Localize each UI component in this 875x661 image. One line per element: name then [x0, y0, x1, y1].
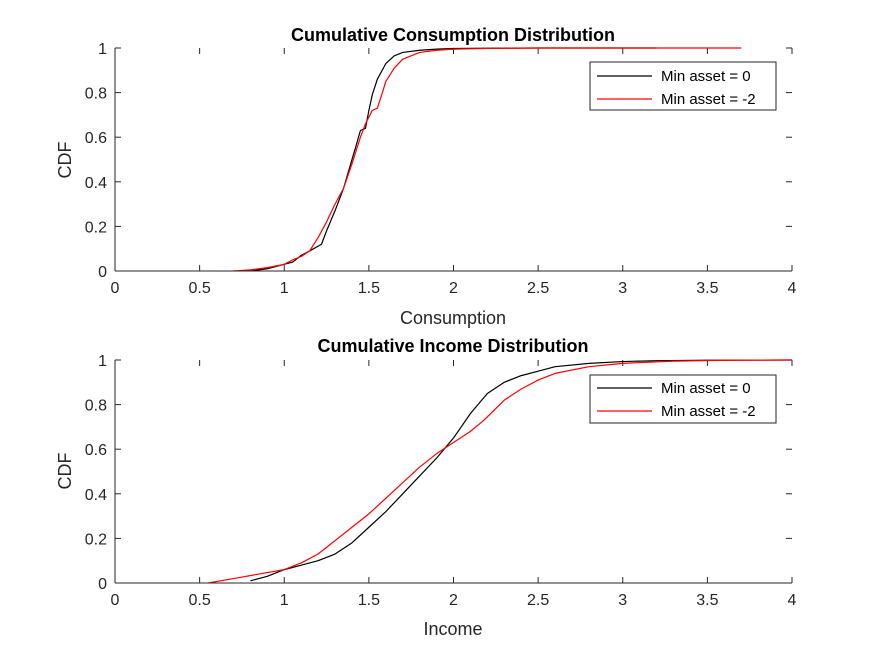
income-y-axis-label: CDF: [55, 453, 75, 490]
consumption-x-ticks: 0 0.5 1 1.5 2 2.5 3 3.5 4: [111, 48, 797, 297]
income-y-tick-label: 0.8: [85, 398, 107, 415]
consumption-x-tick-label: 1.5: [358, 280, 380, 297]
income-x-tick-label: 0: [111, 592, 120, 609]
consumption-x-tick-label: 0: [111, 280, 120, 297]
consumption-y-tick-label: 0: [98, 264, 107, 281]
income-y-tick-label: 1: [98, 353, 107, 370]
income-panel: Cumulative Income Distribution Income CD…: [55, 336, 797, 639]
income-x-tick-label: 4: [788, 592, 797, 609]
income-x-tick-label: 0.5: [189, 592, 211, 609]
consumption-series-line-1: [233, 47, 742, 272]
income-x-tick-label: 1: [280, 592, 289, 609]
income-y-ticks: 0 0.2 0.4 0.6 0.8 1: [85, 353, 792, 593]
consumption-y-axis-label: CDF: [55, 142, 75, 179]
income-x-tick-label: 1.5: [358, 592, 380, 609]
consumption-x-tick-label: 0.5: [189, 280, 211, 297]
income-x-tick-label: 2.5: [527, 592, 549, 609]
consumption-y-tick-label: 0.2: [85, 219, 107, 236]
income-x-axis-label: Income: [423, 619, 482, 639]
consumption-x-tick-label: 4: [788, 280, 797, 297]
income-series-line-1: [207, 359, 793, 584]
income-legend: Min asset = 0 Min asset = -2: [589, 374, 777, 424]
income-x-tick-label: 3.5: [696, 592, 718, 609]
income-series-lines: [207, 359, 793, 584]
consumption-y-tick-label: 0.4: [85, 175, 107, 192]
consumption-y-tick-label: 0.8: [85, 86, 107, 103]
consumption-panel: Cumulative Consumption Distribution Cons…: [55, 25, 797, 328]
consumption-legend-label-0: Min asset = 0: [661, 68, 751, 85]
income-y-tick-label: 0.6: [85, 442, 107, 459]
consumption-x-tick-label: 2.5: [527, 280, 549, 297]
income-legend-label-0: Min asset = 0: [661, 380, 751, 397]
consumption-x-tick-label: 3: [618, 280, 627, 297]
consumption-x-tick-label: 2: [449, 280, 458, 297]
consumption-y-ticks: 0 0.2 0.4 0.6 0.8 1: [85, 41, 792, 281]
income-x-tick-label: 2: [449, 592, 458, 609]
consumption-x-tick-label: 1: [280, 280, 289, 297]
consumption-y-tick-label: 1: [98, 41, 107, 58]
consumption-series-lines: [233, 47, 742, 272]
income-y-tick-label: 0.4: [85, 487, 107, 504]
consumption-chart-title: Cumulative Consumption Distribution: [291, 25, 615, 45]
consumption-legend-label-1: Min asset = -2: [661, 91, 756, 108]
consumption-x-tick-label: 3.5: [696, 280, 718, 297]
income-y-tick-label: 0.2: [85, 531, 107, 548]
income-axes-frame: [114, 360, 792, 584]
income-legend-box: [589, 374, 777, 424]
income-chart-title: Cumulative Income Distribution: [317, 336, 588, 356]
consumption-legend-box: [589, 61, 777, 111]
consumption-legend: Min asset = 0 Min asset = -2: [589, 61, 777, 111]
income-legend-label-1: Min asset = -2: [661, 403, 756, 420]
income-x-ticks: 0 0.5 1 1.5 2 2.5 3 3.5 4: [111, 360, 797, 609]
income-x-tick-label: 3: [618, 592, 627, 609]
income-y-tick-label: 0: [98, 576, 107, 593]
consumption-axes-frame: [114, 48, 792, 272]
consumption-x-axis-label: Consumption: [400, 308, 506, 328]
consumption-y-tick-label: 0.6: [85, 130, 107, 147]
